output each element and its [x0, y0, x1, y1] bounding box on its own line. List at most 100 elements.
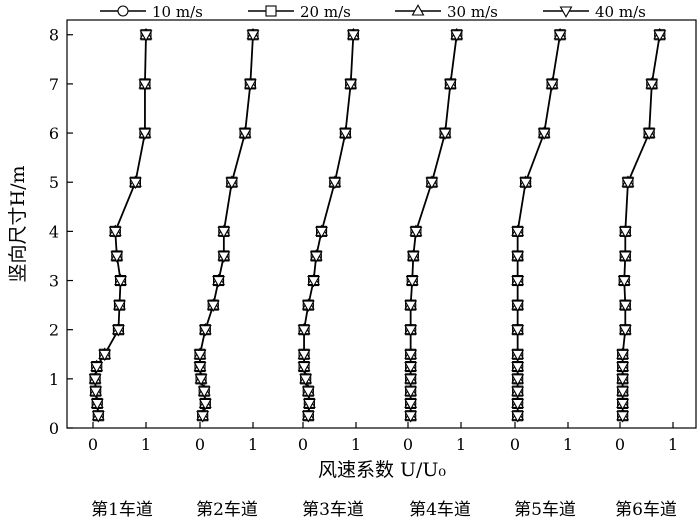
data-point [346, 30, 360, 42]
data-point [91, 411, 105, 423]
series-line [409, 34, 458, 416]
data-point [238, 128, 252, 140]
y-tick-label: 5 [49, 173, 59, 192]
data-point [299, 374, 313, 386]
series [88, 27, 667, 423]
lane-series [616, 27, 667, 423]
data-point [404, 362, 418, 374]
data-point [88, 374, 102, 386]
y-tick-label: 4 [49, 222, 59, 241]
legend-item: 10 m/s [100, 3, 203, 21]
data-point [198, 325, 212, 337]
y-axis-title: 竖向尺寸H/m [7, 166, 29, 283]
data-point [297, 349, 311, 362]
lane-label: 第3车道 [302, 500, 364, 520]
lane-series [193, 27, 260, 423]
data-point [111, 325, 125, 337]
legend-item: 30 m/s [395, 3, 498, 21]
data-point [621, 177, 635, 190]
data-point [404, 374, 418, 386]
data-point [243, 79, 257, 91]
x-tick-label: 1 [351, 435, 361, 454]
lane-label: 第4车道 [409, 500, 471, 520]
data-point [98, 349, 112, 362]
data-point [113, 300, 126, 312]
data-point [193, 349, 207, 362]
data-point [519, 177, 533, 190]
x-tick-label: 1 [563, 435, 573, 454]
data-point [217, 251, 231, 263]
data-point [511, 411, 525, 423]
data-point [438, 128, 452, 140]
data-point [297, 362, 311, 374]
data-point [138, 128, 152, 140]
x-tick-label: 0 [403, 435, 413, 454]
data-point [297, 325, 311, 337]
data-point [511, 374, 525, 386]
data-point [405, 275, 419, 288]
legend-label: 30 m/s [447, 3, 498, 21]
data-point [618, 226, 632, 239]
lane-labels: 第1车道 第2车道 第3车道 第4车道 第5车道 第6车道 [91, 500, 677, 520]
x-tick-label: 0 [615, 435, 625, 454]
data-point [301, 300, 315, 312]
data-point [404, 386, 418, 399]
data-point [194, 374, 208, 386]
data-point [90, 362, 104, 374]
data-point [328, 177, 342, 190]
lane-label: 第1车道 [91, 500, 153, 520]
y-tick-label: 1 [49, 370, 59, 389]
data-point [617, 275, 631, 288]
data-point [616, 386, 630, 399]
plot-frame [66, 19, 697, 429]
x-tick-label: 0 [298, 435, 308, 454]
data-point [315, 226, 328, 239]
data-point [653, 30, 667, 42]
data-point [212, 275, 225, 288]
legend-item: 40 m/s [543, 3, 646, 21]
data-point [338, 128, 352, 140]
data-point [511, 300, 525, 312]
y-tick-label: 2 [49, 321, 59, 340]
legend-label: 10 m/s [152, 3, 203, 21]
data-point [409, 226, 423, 239]
data-point [302, 398, 316, 411]
data-point [301, 411, 315, 423]
legend-label: 20 m/s [300, 3, 351, 21]
data-point [139, 30, 153, 42]
data-point [307, 275, 321, 288]
y-tick-label: 6 [49, 124, 59, 143]
data-point [404, 398, 418, 411]
data-point [110, 251, 124, 263]
data-point [511, 349, 525, 362]
data-point [511, 275, 525, 288]
data-point [90, 398, 104, 411]
x-tick-label: 0 [88, 435, 98, 454]
x-tick-label: 1 [248, 435, 258, 454]
data-point [108, 226, 122, 239]
legend-marker [117, 5, 129, 17]
data-point [553, 30, 567, 42]
data-point [545, 79, 559, 91]
data-point [443, 79, 457, 91]
lane-series [88, 27, 153, 423]
legend-marker [559, 6, 573, 18]
data-point [616, 374, 630, 386]
legend-marker [265, 5, 277, 17]
data-point [511, 362, 525, 374]
data-point [511, 386, 525, 399]
data-point [196, 411, 210, 423]
series-line [516, 34, 561, 416]
data-point [344, 79, 358, 91]
data-point [198, 398, 212, 411]
data-point [616, 349, 630, 362]
data-point [511, 325, 525, 337]
lane-label: 第2车道 [196, 500, 258, 520]
data-point [114, 275, 128, 288]
legend-item: 20 m/s [248, 3, 351, 21]
x-tick-label: 0 [195, 435, 205, 454]
data-point [404, 349, 418, 362]
data-point [309, 251, 323, 263]
legend: 10 m/s 20 m/s 30 m/s 40 m/s [100, 3, 646, 21]
series-line [303, 34, 355, 416]
